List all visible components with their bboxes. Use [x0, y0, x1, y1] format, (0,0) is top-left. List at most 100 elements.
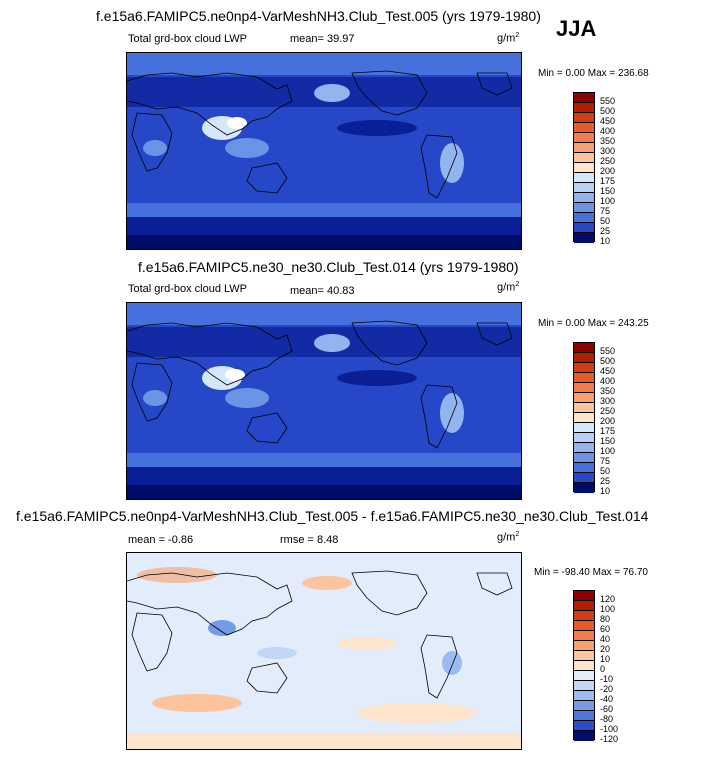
colorbar-cell [574, 153, 594, 163]
colorbar-label: 550 [600, 96, 616, 106]
namerica-coast [351, 570, 428, 616]
panel2-map-plot [127, 303, 521, 499]
colorbar-label: 250 [600, 406, 616, 416]
colorbar-cell [574, 671, 594, 681]
colorbar-label: 25 [600, 476, 611, 486]
southern-ocean-band [127, 467, 521, 485]
colorbar-cell [574, 353, 594, 363]
colorbar-cell [574, 731, 594, 741]
samerica-coast [420, 384, 458, 449]
colorbar-cell [574, 453, 594, 463]
samerica-coast [420, 634, 458, 699]
colorbar-cell [574, 393, 594, 403]
units-exponent: 2 [515, 531, 520, 538]
africa-coast [131, 112, 173, 172]
colorbar-label: 175 [600, 176, 616, 186]
panel3-map [126, 552, 522, 750]
europe-coast [476, 72, 513, 96]
colorbar-cell [574, 183, 594, 193]
panel3-minmax: Min = -98.40 Max = 76.70 [534, 567, 648, 578]
colorbar-label: 250 [600, 156, 616, 166]
colorbar-cell [574, 193, 594, 203]
colorbar-cell [574, 601, 594, 611]
colorbar-cell [574, 641, 594, 651]
units-exponent: 2 [515, 281, 520, 288]
colorbar-label: 500 [600, 356, 616, 366]
colorbar-cell [574, 483, 594, 493]
colorbar-cell [574, 681, 594, 691]
tibet-neg-anomaly [208, 620, 236, 636]
colorbar-label: -60 [600, 704, 614, 714]
colorbar-label: -40 [600, 694, 614, 704]
colorbar-cell [574, 413, 594, 423]
units-base: g/m [497, 281, 516, 294]
units-exponent: 2 [515, 32, 520, 39]
panel3-colorbar-labels: 120 100 80 60 40 20 10 0 -10 -20 -40 -60… [600, 594, 618, 744]
colorbar-label: 300 [600, 146, 616, 156]
panel2-variable: Total grd-box cloud LWP [128, 283, 248, 295]
colorbar-label: 400 [600, 376, 616, 386]
colorbar-cell [574, 473, 594, 483]
colorbar-label: 40 [600, 634, 611, 644]
colorbar-label: 75 [600, 456, 611, 466]
panel1-colorbar [573, 92, 595, 243]
colorbar-cell [574, 611, 594, 621]
colorbar-cell [574, 373, 594, 383]
panel2-map [126, 302, 522, 500]
colorbar-cell [574, 133, 594, 143]
australia-coast [246, 662, 288, 694]
namerica-coast [351, 320, 428, 366]
colorbar-label: 10 [600, 654, 611, 664]
southern-storm-band [127, 453, 521, 467]
colorbar-cell [574, 443, 594, 453]
panel1-map [126, 52, 522, 250]
colorbar-label: 400 [600, 126, 616, 136]
panel1-colorbar-labels: 550 500 450 400 350 300 250 200 175 150 … [600, 96, 615, 246]
maritime-high [225, 388, 269, 408]
africa-coast [131, 612, 173, 672]
panel1-variable: Total grd-box cloud LWP [128, 33, 248, 45]
eurasia-coast [127, 322, 293, 386]
colorbar-label: 350 [600, 386, 616, 396]
arctic-pos-anomaly [137, 567, 217, 583]
colorbar-cell [574, 223, 594, 233]
colorbar-label: -10 [600, 674, 614, 684]
arctic-band [127, 303, 521, 325]
colorbar-label: 200 [600, 416, 616, 426]
colorbar-cell [574, 103, 594, 113]
colorbar-cell [574, 711, 594, 721]
samerica-coast [420, 134, 458, 199]
units-base: g/m [497, 32, 516, 45]
colorbar-label: 75 [600, 206, 611, 216]
colorbar-label: 80 [600, 614, 611, 624]
colorbar-cell [574, 383, 594, 393]
colorbar-label: 500 [600, 106, 616, 116]
colorbar-label: 100 [600, 604, 616, 614]
colorbar-cell [574, 463, 594, 473]
tibet-peak [227, 117, 247, 129]
colorbar-cell [574, 651, 594, 661]
colorbar-cell [574, 721, 594, 731]
colorbar-label: 175 [600, 426, 616, 436]
colorbar-label: 100 [600, 196, 616, 206]
colorbar-label: 50 [600, 466, 611, 476]
antarctic-band [127, 485, 521, 499]
npacific-high [314, 334, 350, 352]
panel2-coastlines [127, 320, 513, 449]
colorbar-label: 150 [600, 436, 616, 446]
maritime-high [225, 138, 269, 158]
colorbar-label: -80 [600, 714, 614, 724]
africa-high [143, 390, 167, 406]
tibet-peak [225, 369, 245, 381]
south-pos-anomaly [152, 694, 242, 712]
samerica-high [440, 143, 464, 183]
colorbar-cell [574, 173, 594, 183]
colorbar-label: 100 [600, 446, 616, 456]
colorbar-label: 120 [600, 594, 616, 604]
colorbar-cell [574, 631, 594, 641]
colorbar-cell [574, 621, 594, 631]
panel3-mean: mean = -0.86 [128, 534, 194, 546]
colorbar-label: 25 [600, 226, 611, 236]
panel3-map-plot [127, 553, 521, 749]
colorbar-label: 200 [600, 166, 616, 176]
